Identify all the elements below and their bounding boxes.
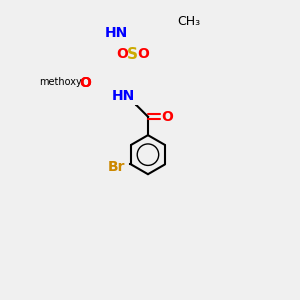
Text: O: O xyxy=(138,47,150,61)
Text: O: O xyxy=(116,47,128,61)
Text: S: S xyxy=(127,47,138,62)
Text: O: O xyxy=(79,76,91,90)
Text: CH₃: CH₃ xyxy=(177,15,200,28)
Text: Br: Br xyxy=(108,160,126,174)
Text: HN: HN xyxy=(105,26,128,40)
Text: HN: HN xyxy=(112,88,135,103)
Text: O: O xyxy=(80,76,92,90)
Text: methoxy: methoxy xyxy=(39,77,82,87)
Text: O: O xyxy=(161,110,173,124)
